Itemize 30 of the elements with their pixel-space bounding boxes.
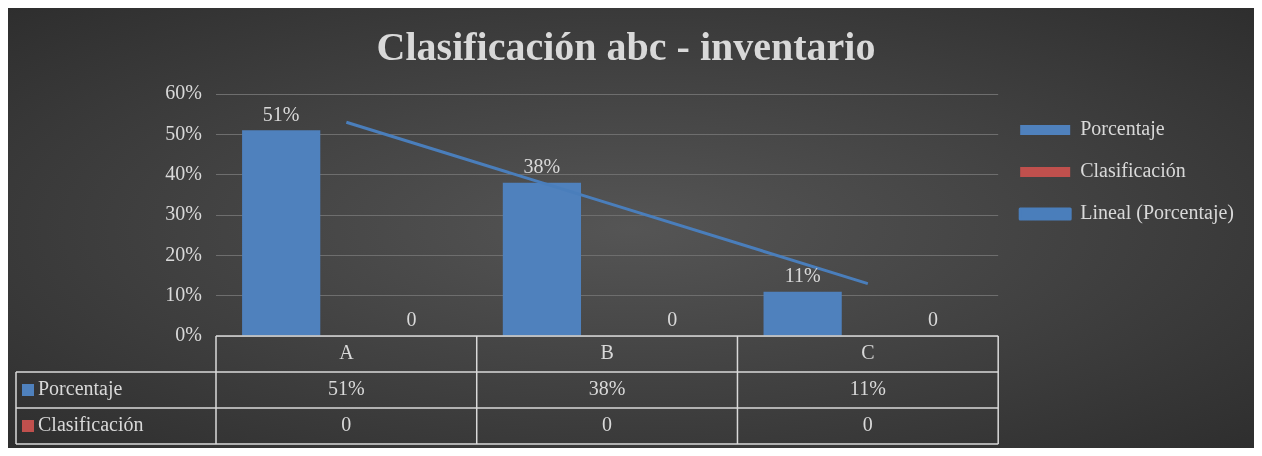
bar xyxy=(242,130,321,336)
text: 0 xyxy=(406,308,417,331)
data-label: 11% xyxy=(849,377,886,400)
text: 11% xyxy=(784,263,821,286)
chart-title: Clasificación abc - inventario xyxy=(376,24,876,70)
y-tick-label: 60% xyxy=(165,81,202,104)
data-label: 0 xyxy=(862,413,873,436)
y-tick-label: 30% xyxy=(165,202,202,225)
y-tick-label: 10% xyxy=(165,282,202,305)
legend-label: Lineal (Porcentaje) xyxy=(1080,201,1234,225)
data-label: 51% xyxy=(328,377,365,400)
legend-label: Porcentaje xyxy=(38,377,123,401)
bar xyxy=(763,291,842,336)
text: Porcentaje xyxy=(1080,117,1165,140)
x-tick-label: B xyxy=(600,341,614,364)
x-tick-label: A xyxy=(339,341,355,364)
text: 0 xyxy=(928,308,939,331)
x-tick-label: C xyxy=(861,341,875,364)
data-label: 0 xyxy=(341,413,352,436)
text: Clasificación xyxy=(38,413,144,436)
data-label: 38% xyxy=(588,377,626,400)
y-tick-label: 40% xyxy=(165,161,202,184)
y-tick-label: 50% xyxy=(165,121,202,144)
y-tick-label: 20% xyxy=(165,242,202,265)
y-tick-label: 0% xyxy=(175,323,202,346)
text: 38% xyxy=(523,154,561,177)
legend-label: Clasificación xyxy=(1080,159,1186,182)
text: 51% xyxy=(262,102,300,125)
data-label: 0 xyxy=(602,413,613,436)
text: 0 xyxy=(667,308,678,331)
